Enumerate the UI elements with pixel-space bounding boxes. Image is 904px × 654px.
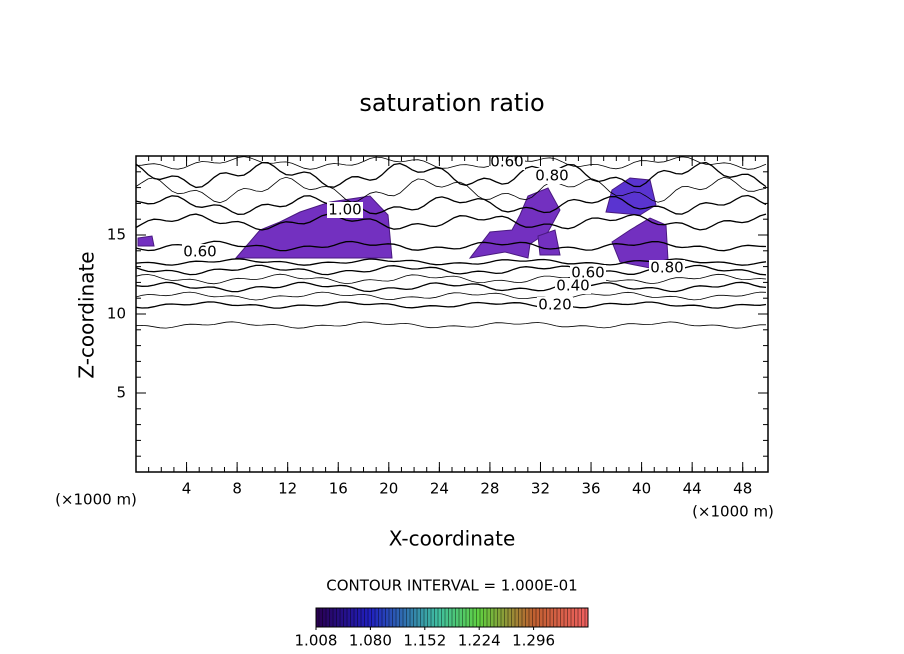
contour-label: 0.80 — [650, 259, 683, 277]
x-axis-label: X-coordinate — [389, 527, 516, 551]
contour-label: 0.60 — [183, 243, 216, 261]
label-bg — [534, 168, 570, 184]
contour-label: 0.60 — [571, 264, 604, 282]
x-tick-label: 24 — [430, 480, 449, 498]
x-tick-label: 4 — [182, 480, 192, 498]
contour-label: 0.40 — [556, 277, 589, 295]
region — [605, 177, 657, 216]
colorbar-tick-label: 1.152 — [403, 632, 446, 650]
label-bg — [327, 202, 363, 218]
y-tick-label: 10 — [107, 305, 126, 323]
plot-frame — [135, 155, 769, 473]
contour-line — [135, 281, 767, 293]
label-bg — [649, 260, 685, 276]
colorbar-tick-label: 1.296 — [512, 632, 555, 650]
region — [137, 235, 155, 247]
label-bg — [570, 265, 606, 281]
x-tick-label: 8 — [232, 480, 242, 498]
contour-line — [135, 273, 767, 285]
contour-label: 0.80 — [535, 167, 568, 185]
x-tick-label: 28 — [480, 480, 499, 498]
contour-line — [135, 156, 767, 170]
chart-title: saturation ratio — [359, 89, 544, 117]
contour-line — [135, 301, 767, 309]
contour-line — [135, 291, 767, 301]
y-axis-label: Z-coordinate — [75, 251, 99, 378]
region — [468, 187, 561, 259]
y-tick-label: 15 — [107, 226, 126, 244]
x-tick-label: 40 — [632, 480, 651, 498]
colorbar-tick-label: 1.224 — [458, 632, 501, 650]
y-tick-label: 5 — [116, 384, 126, 402]
contour-label: 0.60 — [490, 153, 523, 171]
label-bg — [182, 244, 218, 260]
contour-line — [135, 161, 767, 189]
x-tick-label: 44 — [683, 480, 702, 498]
x-tick-label: 36 — [581, 480, 600, 498]
contour-label: 1.00 — [328, 201, 361, 219]
x-unit: (×1000 m) — [692, 503, 774, 521]
colorbar-tick-label: 1.080 — [349, 632, 392, 650]
contour-label: 0.20 — [538, 296, 571, 314]
contour-line — [135, 240, 767, 252]
label-bg — [555, 278, 591, 294]
label-bg — [489, 154, 525, 170]
label-bg — [537, 297, 573, 313]
x-tick-label: 12 — [278, 480, 297, 498]
x-tick-label: 48 — [733, 480, 752, 498]
x-tick-label: 20 — [379, 480, 398, 498]
contour-line — [135, 194, 767, 215]
contour-line — [135, 321, 766, 329]
contour-interval: CONTOUR INTERVAL = 1.000E-01 — [326, 577, 577, 595]
contour-line — [135, 213, 767, 231]
x-tick-label: 16 — [329, 480, 348, 498]
contour-line — [135, 176, 767, 204]
x-tick-label: 32 — [531, 480, 550, 498]
y-unit: (×1000 m) — [55, 491, 137, 509]
colorbar-tick-label: 1.008 — [295, 632, 338, 650]
